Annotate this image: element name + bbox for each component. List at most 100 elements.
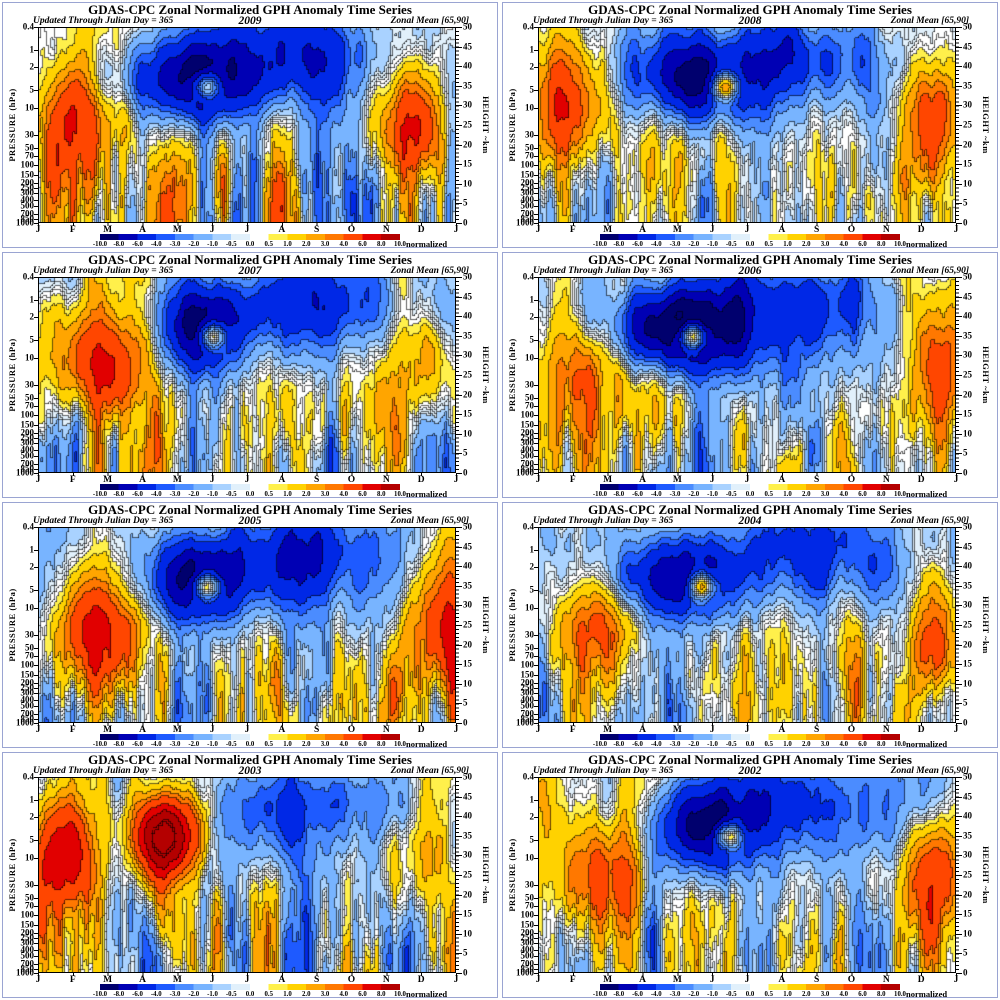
- pressure-tick-mark: [34, 656, 38, 658]
- pressure-tick-mark: [34, 885, 38, 887]
- colorbar-tick-label: 10.0: [894, 741, 906, 748]
- colorbar-tick-label: -1.0: [707, 241, 718, 248]
- updated-through-label: Updated Through Julian Day = 365: [33, 266, 174, 276]
- pressure-tick-mark: [534, 857, 538, 859]
- height-tick-mark: [456, 105, 462, 107]
- colorbar-tick-label: -4.0: [150, 491, 162, 498]
- anomaly-field-canvas: [539, 528, 955, 722]
- pressure-tick-label: 400: [20, 194, 35, 205]
- colorbar-tick-label: 1.0: [283, 991, 292, 998]
- colorbar-tick-label: -10.0: [592, 991, 608, 998]
- pressure-tick-label: 150: [520, 419, 535, 430]
- pressure-tick-label: 150: [20, 919, 35, 930]
- colorbar-tick-label: 8.0: [877, 991, 886, 998]
- colorbar-tick-labels: -10.0 -8.0 -6.0 -4.0 -3.0 -2.0 -1.0 -0.5 0.0 0.5 1…: [93, 491, 406, 498]
- pressure-tick-label: 150: [20, 669, 35, 680]
- month-tick-label: S: [314, 475, 320, 485]
- pressure-tick-mark: [534, 932, 538, 934]
- colorbar: [600, 984, 900, 990]
- month-tick-label: M: [103, 725, 113, 735]
- colorbar-tick-label: 6.0: [358, 491, 367, 498]
- height-tick-label: 5: [963, 197, 968, 208]
- colorbar-tick-label: 10.0: [894, 991, 906, 998]
- pressure-tick-mark: [34, 938, 38, 940]
- pressure-tick-label: 50: [525, 142, 534, 153]
- month-tick-label: D: [417, 225, 425, 235]
- colorbar-tick-label: -0.5: [725, 491, 737, 498]
- chart-panel: GDAS-CPC Zonal Normalized GPH Anomaly Ti…: [2, 252, 498, 498]
- pressure-tick-label: 1: [29, 794, 35, 805]
- pressure-tick-label: 100: [520, 909, 535, 920]
- pressure-tick-mark: [34, 192, 38, 194]
- colorbar-unit-label: normalized: [906, 239, 948, 248]
- contour-plot-area: [38, 527, 456, 723]
- pressure-tick-mark: [534, 549, 538, 551]
- height-tick-mark: [956, 566, 962, 568]
- pressure-tick-label: 1: [529, 44, 535, 55]
- height-tick-mark: [456, 683, 462, 685]
- colorbar-tick-label: -2.0: [688, 991, 700, 998]
- month-tick-label: M: [603, 225, 613, 235]
- pressure-tick-mark: [534, 473, 538, 474]
- height-tick-mark: [956, 777, 962, 778]
- colorbar-tick-label: -10.0: [92, 991, 108, 998]
- height-tick-mark: [456, 875, 462, 876]
- height-tick-label: 45: [963, 291, 972, 302]
- month-tick-label: J: [453, 225, 459, 235]
- pressure-tick-mark: [34, 450, 38, 452]
- colorbar-tick-label: -6.0: [132, 491, 143, 498]
- height-tick-label: 0: [963, 217, 968, 228]
- month-tick-label: J: [535, 225, 541, 235]
- month-tick-label: N: [882, 975, 890, 985]
- height-tick-label: 30: [963, 99, 972, 110]
- month-tick-label: M: [672, 475, 682, 485]
- colorbar-tick-label: 0.0: [745, 241, 755, 248]
- month-tick-marks: [38, 723, 457, 726]
- pressure-tick-label: 200: [520, 927, 535, 938]
- pressure-tick-label: 500: [20, 700, 35, 711]
- contour-plot-area: [38, 277, 456, 473]
- height-tick-mark: [456, 605, 462, 607]
- colorbar-tick-label: -1.0: [707, 991, 718, 998]
- colorbar-tick-label: 0.5: [764, 741, 774, 748]
- pressure-tick-mark: [34, 340, 38, 342]
- height-tick-mark: [456, 664, 462, 666]
- pressure-tick-label: 400: [520, 944, 535, 955]
- pressure-tick-label: 1: [529, 294, 535, 305]
- height-tick-mark: [456, 203, 462, 205]
- colorbar-tick-label: -8.0: [613, 741, 625, 748]
- pressure-tick-mark: [34, 897, 38, 899]
- pressure-tick-label: 250: [20, 432, 35, 443]
- zonal-mean-label: Zonal Mean [65,90]: [390, 766, 469, 776]
- grid-cell: GDAS-CPC Zonal Normalized GPH Anomaly Ti…: [500, 500, 1000, 750]
- anomaly-field-canvas: [539, 778, 955, 972]
- height-tick-mark: [956, 546, 962, 548]
- grid-cell: GDAS-CPC Zonal Normalized GPH Anomaly Ti…: [500, 250, 1000, 500]
- colorbar-tick-label: 3.0: [320, 241, 330, 248]
- pressure-tick-label: 100: [520, 409, 535, 420]
- pressure-tick-mark: [534, 468, 538, 470]
- pressure-tick-label: 30: [525, 129, 534, 140]
- month-tick-label: N: [382, 225, 390, 235]
- pressure-tick-label: 400: [520, 194, 535, 205]
- month-tick-label: O: [847, 725, 856, 735]
- pressure-tick-label: 100: [20, 659, 35, 670]
- chart-panel: GDAS-CPC Zonal Normalized GPH Anomaly Ti…: [2, 752, 498, 998]
- pressure-tick-label: 2: [29, 561, 35, 572]
- pressure-tick-label: 10: [525, 852, 534, 863]
- month-tick-marks: [38, 973, 457, 976]
- pressure-tick-label: 50: [25, 142, 34, 153]
- colorbar-tick-label: -2.0: [188, 491, 200, 498]
- pressure-tick-label: 0.4: [22, 521, 34, 532]
- colorbar-tick-label: 1.0: [283, 741, 292, 748]
- pressure-tick-label: 10: [25, 352, 34, 363]
- colorbar-tick-labels: -10.0 -8.0 -6.0 -4.0 -3.0 -2.0 -1.0 -0.5 0.0 0.5 1…: [593, 991, 906, 998]
- pressure-tick-label: 2: [529, 311, 535, 322]
- pressure-tick-mark: [34, 107, 38, 109]
- colorbar-tick-label: 2.0: [802, 241, 811, 248]
- pressure-tick-mark: [34, 438, 38, 440]
- panel-title: GDAS-CPC Zonal Normalized GPH Anomaly Ti…: [88, 2, 412, 17]
- height-tick-label: 10: [463, 928, 472, 939]
- pressure-tick-mark: [534, 885, 538, 887]
